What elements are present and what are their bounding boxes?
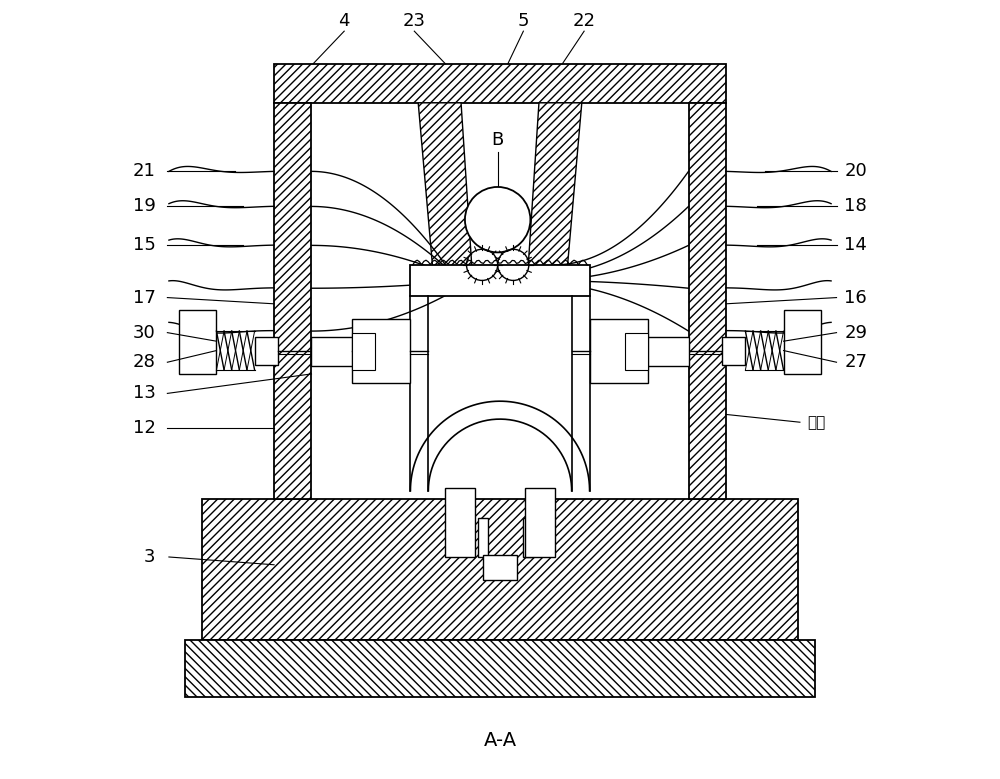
Bar bbox=[689, 103, 726, 499]
Bar bbox=[483, 555, 517, 580]
Bar bbox=[640, 337, 689, 366]
Text: 18: 18 bbox=[844, 197, 867, 216]
Circle shape bbox=[465, 187, 530, 252]
Text: 20: 20 bbox=[844, 162, 867, 181]
Bar bbox=[202, 499, 798, 640]
Bar bbox=[625, 333, 648, 370]
Text: 4: 4 bbox=[338, 12, 350, 30]
Text: 5: 5 bbox=[518, 12, 529, 30]
Text: 13: 13 bbox=[133, 384, 156, 403]
Bar bbox=[784, 310, 821, 374]
Bar bbox=[523, 518, 533, 557]
Bar bbox=[274, 64, 726, 103]
Text: 3: 3 bbox=[144, 548, 156, 566]
Bar bbox=[445, 488, 475, 557]
Text: 29: 29 bbox=[844, 323, 867, 342]
Bar bbox=[352, 319, 410, 383]
Text: 19: 19 bbox=[133, 197, 156, 216]
Bar bbox=[525, 488, 555, 557]
Text: 16: 16 bbox=[844, 288, 867, 307]
Text: 28: 28 bbox=[133, 353, 156, 372]
Text: 30: 30 bbox=[133, 323, 156, 342]
Bar bbox=[722, 337, 745, 365]
Text: 27: 27 bbox=[844, 353, 867, 372]
Text: 21: 21 bbox=[133, 162, 156, 181]
Bar bbox=[410, 265, 590, 296]
Bar bbox=[255, 337, 278, 365]
Bar bbox=[274, 103, 311, 499]
Bar bbox=[478, 518, 488, 557]
Bar bbox=[185, 640, 815, 697]
Text: 17: 17 bbox=[133, 288, 156, 307]
Text: A-A: A-A bbox=[483, 731, 517, 749]
Text: 23: 23 bbox=[403, 12, 426, 30]
Text: 端子: 端子 bbox=[808, 414, 826, 430]
Text: 14: 14 bbox=[844, 236, 867, 255]
Polygon shape bbox=[418, 103, 473, 280]
Polygon shape bbox=[527, 103, 582, 280]
Bar bbox=[311, 337, 360, 366]
Bar bbox=[179, 310, 216, 374]
Bar bbox=[352, 333, 375, 370]
Bar bbox=[590, 319, 648, 383]
Text: 12: 12 bbox=[133, 419, 156, 438]
Text: 15: 15 bbox=[133, 236, 156, 255]
Text: 22: 22 bbox=[573, 12, 596, 30]
Text: B: B bbox=[492, 131, 504, 150]
